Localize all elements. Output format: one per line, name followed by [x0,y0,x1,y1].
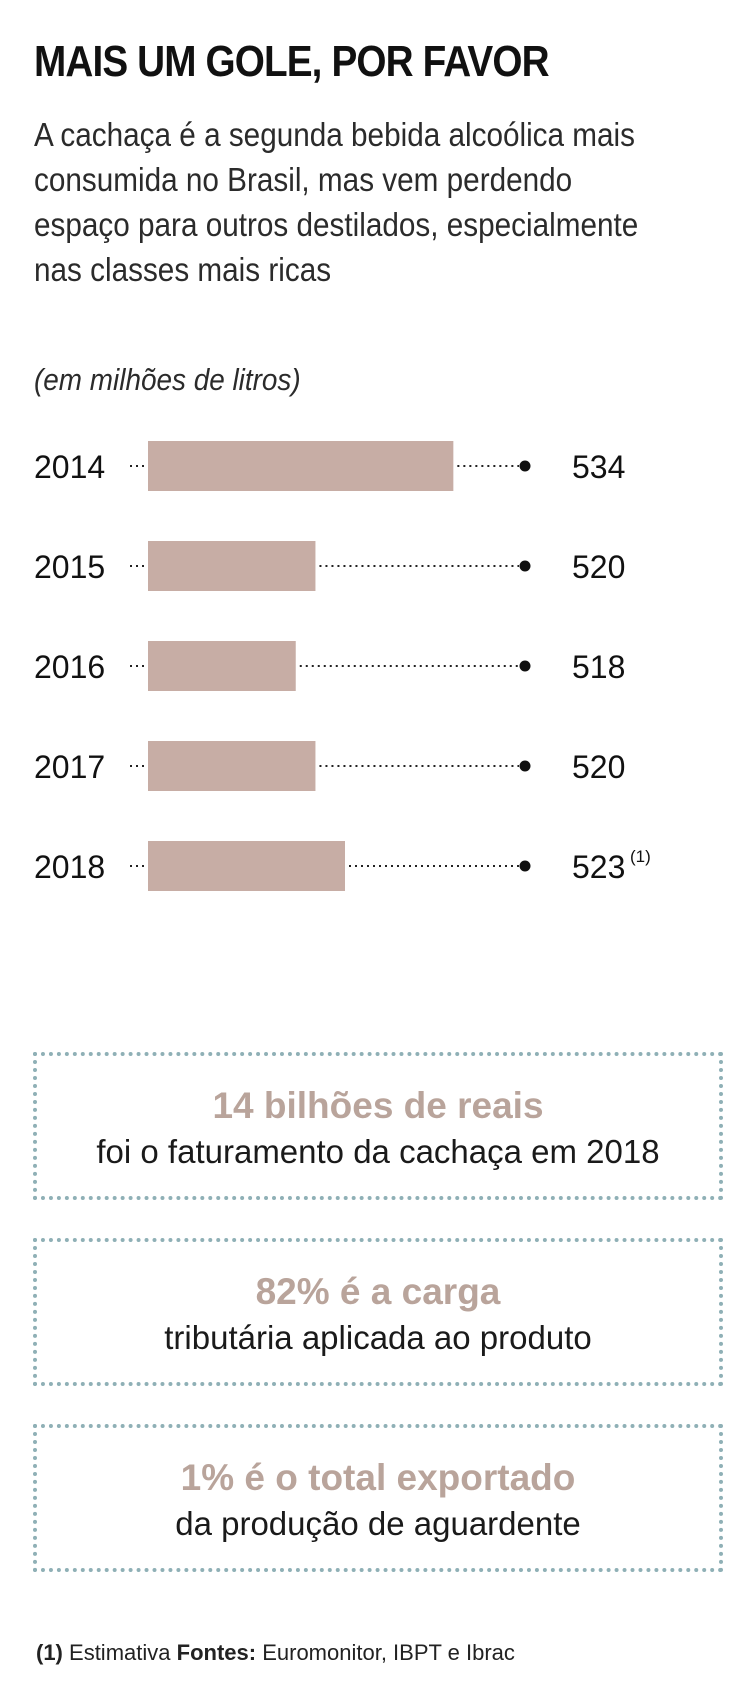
value-dot [519,760,531,772]
value-label: 520 [572,749,625,785]
value-dot [519,860,531,872]
bar-row-2014: 2014 534 [34,441,625,491]
chart-title: MAIS UM GOLE, POR FAVOR [34,37,550,86]
bar [148,441,454,491]
value-dot [519,660,531,672]
category-label: 2017 [34,749,105,785]
value-label: 534 [572,449,625,485]
stat-box-revenue: 14 bilhões de reais foi o faturamento da… [33,1052,723,1200]
bar [148,741,316,791]
value-dot [519,560,531,572]
stat-highlight: 82% é a carga [255,1271,501,1312]
stat-highlight: 14 bilhões de reais [212,1085,544,1126]
value-label: 518 [572,649,625,685]
sources-text: Euromonitor, IBPT e Ibrac [262,1640,515,1665]
stat-text: da produção de aguardente [175,1505,581,1542]
stat-text: tributária aplicada ao produto [164,1319,592,1356]
bar [148,641,296,691]
stat-text: foi o faturamento da cachaça em 2018 [96,1133,660,1170]
footnote-mark: (1) [36,1640,63,1665]
bar-row-2017: 2017 520 [34,741,625,791]
category-label: 2018 [34,849,105,885]
bar-chart: 2014 534 2015 520 2016 518 2017 520 2018 523 (1) [34,441,651,891]
bar-row-2018: 2018 523 (1) [34,841,651,891]
bar-row-2016: 2016 518 [34,641,625,691]
category-label: 2016 [34,649,105,685]
category-label: 2014 [34,449,105,485]
bar [148,841,345,891]
value-label: 523 [572,849,625,885]
stat-box-export: 1% é o total exportado da produção de ag… [33,1424,723,1572]
value-label: 520 [572,549,625,585]
value-dot [519,460,531,472]
bar [148,541,316,591]
stat-box-tax: 82% é a carga tributária aplicada ao pro… [33,1238,723,1386]
category-label: 2015 [34,549,105,585]
bar-row-2015: 2015 520 [34,541,625,591]
chart-subtitle: A cachaça é a segunda bebida alcoólica m… [34,116,639,288]
unit-label: (em milhões de litros) [34,362,301,397]
footnote-mark: (1) [630,847,651,866]
footnote: (1) Estimativa Fontes: Euromonitor, IBPT… [36,1640,515,1666]
sources-label: Fontes: [176,1640,257,1665]
footnote-note: Estimativa [69,1640,171,1665]
stat-highlight: 1% é o total exportado [180,1457,576,1498]
